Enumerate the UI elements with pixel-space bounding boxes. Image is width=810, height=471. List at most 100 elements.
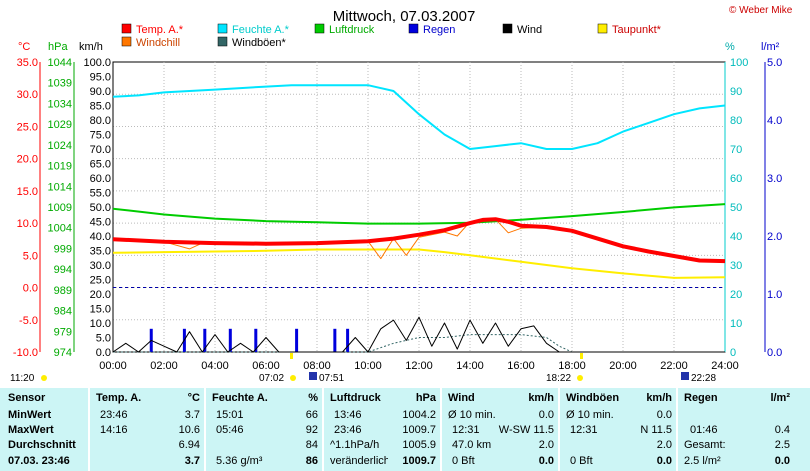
press-max-time: 23:46 bbox=[334, 424, 362, 436]
temp-header: Temp. A. bbox=[96, 392, 142, 404]
rain-tick-label: 0.0 bbox=[767, 347, 782, 359]
hum-min-value: 66 bbox=[305, 409, 318, 421]
temp-unit-label: °C bbox=[187, 392, 200, 404]
hum-max-time: 05:46 bbox=[216, 424, 244, 436]
weather-chart: Mittwoch, 07.03.2007 © Weber Mike °C hPa… bbox=[10, 5, 793, 384]
series-line-windben bbox=[113, 334, 725, 353]
rain-column: Regen l/m² 01:46 0.4 Gesamt: 2.5 2.5 l/m… bbox=[678, 388, 794, 471]
pressure-tick-label: 1019 bbox=[48, 161, 72, 173]
legend-label-7: Windböen* bbox=[232, 37, 287, 49]
rain-tick-label: 1.0 bbox=[767, 289, 782, 301]
humidity-tick-label: 30 bbox=[730, 260, 742, 272]
humidity-tick-label: 60 bbox=[730, 173, 742, 185]
legend-label-4: Wind bbox=[517, 24, 542, 36]
x-tick-label: 16:00 bbox=[507, 360, 535, 372]
speed-tick-label: 70.0 bbox=[90, 144, 111, 156]
legend-swatch-0 bbox=[121, 23, 132, 34]
pressure-tick-label: 1014 bbox=[48, 181, 72, 193]
x-tick-label: 02:00 bbox=[150, 360, 178, 372]
gust-header: Windböen bbox=[566, 392, 620, 404]
press-current-value: 1009.7 bbox=[402, 455, 436, 467]
speed-tick-label: 20.0 bbox=[90, 289, 111, 301]
speed-tick-label: 30.0 bbox=[90, 260, 111, 272]
pressure-tick-label: 1039 bbox=[48, 78, 72, 90]
series-line-wind bbox=[112, 316, 725, 353]
rain-tick-label: 4.0 bbox=[767, 115, 782, 127]
legend-swatch-2 bbox=[314, 23, 325, 34]
legend: Temp. A.* Feuchte A.* Luftdruck Regen Wind Ta… bbox=[121, 23, 662, 49]
pressure-tick-label: 1044 bbox=[48, 57, 72, 69]
gust-avg-value: 2.0 bbox=[656, 439, 672, 451]
gust-min-value: 0.0 bbox=[656, 409, 672, 421]
hum-max-value: 92 bbox=[305, 424, 318, 436]
gust-column: Windböen km/h Ø 10 min. 0.0 12:31 N 11.5… bbox=[560, 388, 676, 471]
speed-tick-label: 15.0 bbox=[90, 304, 111, 316]
series-line-feuchtea bbox=[112, 84, 726, 150]
left-time-label: 11:20 bbox=[10, 373, 35, 384]
pressure-unit: hPa bbox=[48, 41, 68, 53]
humidity-tick-label: 100 bbox=[730, 57, 748, 69]
hum-current-value: 86 bbox=[305, 455, 318, 467]
speed-tick-label: 35.0 bbox=[90, 246, 111, 258]
legend-swatch-6 bbox=[121, 36, 132, 47]
x-tick-label: 10:00 bbox=[354, 360, 382, 372]
legend-swatch-5 bbox=[597, 23, 608, 34]
press-tendency: veränderlich bbox=[330, 455, 388, 467]
speed-tick-label: 55.0 bbox=[90, 188, 111, 200]
hum-abs: 5.36 g/m³ bbox=[216, 455, 263, 467]
pressure-tick-label: 1029 bbox=[48, 119, 72, 131]
speed-tick-label: 10.0 bbox=[90, 318, 111, 330]
speed-tick-label: 50.0 bbox=[90, 202, 111, 214]
wind-min-value: 0.0 bbox=[538, 409, 554, 421]
pressure-tick-label: 974 bbox=[54, 347, 72, 359]
humidity-tick-label: 0 bbox=[730, 347, 736, 359]
rain-bar bbox=[228, 328, 232, 352]
temp-tick-label: 20.0 bbox=[17, 154, 38, 166]
wind-min-label: Ø 10 min. bbox=[448, 409, 496, 421]
series-line-tempa bbox=[112, 217, 726, 264]
rain-current-total: 2.5 l/m² bbox=[684, 455, 721, 467]
rain-total-value: 2.5 bbox=[774, 439, 790, 451]
x-tick-label: 18:00 bbox=[558, 360, 586, 372]
sunrise-icon bbox=[290, 375, 296, 381]
wind-bft: 0 Bft bbox=[452, 455, 475, 467]
legend-swatch-7 bbox=[217, 36, 228, 47]
speed-tick-label: 45.0 bbox=[90, 217, 111, 229]
sunset-time: 18:22 bbox=[546, 373, 571, 384]
legend-label-6: Windchill bbox=[136, 37, 180, 49]
humidity-tick-label: 90 bbox=[730, 86, 742, 98]
speed-tick-label: 75.0 bbox=[90, 130, 111, 142]
sun-moon-markers: 11:20 07:02 07:51 18:22 22:28 bbox=[10, 353, 716, 384]
moonrise-icon bbox=[309, 372, 317, 380]
pressure-column: Luftdruck hPa 13:46 1004.2 23:46 1009.7 … bbox=[324, 388, 440, 471]
wind-unit-label: km/h bbox=[528, 392, 554, 404]
pressure-tick-label: 1009 bbox=[48, 202, 72, 214]
x-tick-label: 04:00 bbox=[201, 360, 229, 372]
hum-min-time: 15:01 bbox=[216, 409, 244, 421]
gust-min-label: Ø 10 min. bbox=[566, 409, 614, 421]
x-tick-label: 06:00 bbox=[252, 360, 280, 372]
speed-tick-label: 40.0 bbox=[90, 231, 111, 243]
temp-min-value: 3.7 bbox=[184, 409, 200, 421]
copyright: © Weber Mike bbox=[729, 5, 793, 16]
wind-avg-value: 2.0 bbox=[538, 439, 554, 451]
legend-label-5: Taupunkt* bbox=[612, 24, 662, 36]
row-label-current: 07.03. 23:46 bbox=[8, 455, 70, 467]
pressure-tick-label: 979 bbox=[54, 326, 72, 338]
temp-tick-label: -10.0 bbox=[13, 347, 38, 359]
speed-tick-label: 90.0 bbox=[90, 86, 111, 98]
rain-bar bbox=[346, 328, 350, 352]
wind-max-value: W-SW 11.5 bbox=[498, 424, 554, 436]
grid bbox=[112, 61, 726, 353]
humidity-tick-label: 70 bbox=[730, 144, 742, 156]
pressure-tick-label: 994 bbox=[54, 264, 72, 276]
press-header: Luftdruck bbox=[330, 392, 381, 404]
temp-tick-label: 0.0 bbox=[23, 283, 38, 295]
sunset-tick bbox=[580, 353, 583, 359]
x-tick-label: 20:00 bbox=[609, 360, 637, 372]
temp-tick-label: 30.0 bbox=[17, 89, 38, 101]
temp-current-value: 3.7 bbox=[184, 455, 200, 467]
pressure-tick-label: 1024 bbox=[48, 140, 72, 152]
temp-tick-label: 10.0 bbox=[17, 218, 38, 230]
moonset-time: 22:28 bbox=[691, 373, 716, 384]
